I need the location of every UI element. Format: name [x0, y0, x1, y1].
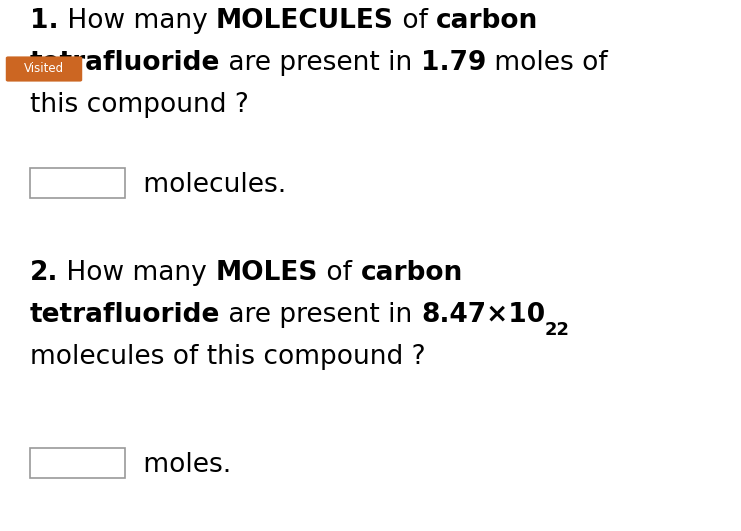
Text: MOLECULES: MOLECULES [216, 8, 393, 34]
Text: tetrafluoride: tetrafluoride [30, 50, 220, 76]
Text: molecules of this compound ?: molecules of this compound ? [30, 344, 425, 370]
Text: MOLES: MOLES [216, 260, 318, 286]
Text: molecules.: molecules. [135, 172, 286, 198]
FancyBboxPatch shape [30, 448, 125, 478]
Text: of: of [318, 260, 360, 286]
Text: of: of [393, 8, 436, 34]
FancyBboxPatch shape [30, 168, 125, 198]
Text: carbon: carbon [360, 260, 462, 286]
Text: tetrafluoride: tetrafluoride [30, 302, 220, 328]
Text: this compound ?: this compound ? [30, 92, 249, 118]
Text: 2.: 2. [30, 260, 59, 286]
Text: How many: How many [59, 260, 216, 286]
Text: carbon: carbon [436, 8, 538, 34]
Text: Visited: Visited [24, 63, 64, 75]
Text: 1.79: 1.79 [421, 50, 486, 76]
Text: moles.: moles. [135, 452, 231, 478]
Text: How many: How many [59, 8, 216, 34]
Text: 1.: 1. [30, 8, 59, 34]
Text: are present in: are present in [220, 50, 421, 76]
Text: 22: 22 [545, 321, 570, 339]
Text: moles of: moles of [486, 50, 608, 76]
Text: 8.47×10: 8.47×10 [421, 302, 545, 328]
FancyBboxPatch shape [6, 56, 82, 82]
Text: are present in: are present in [220, 302, 421, 328]
